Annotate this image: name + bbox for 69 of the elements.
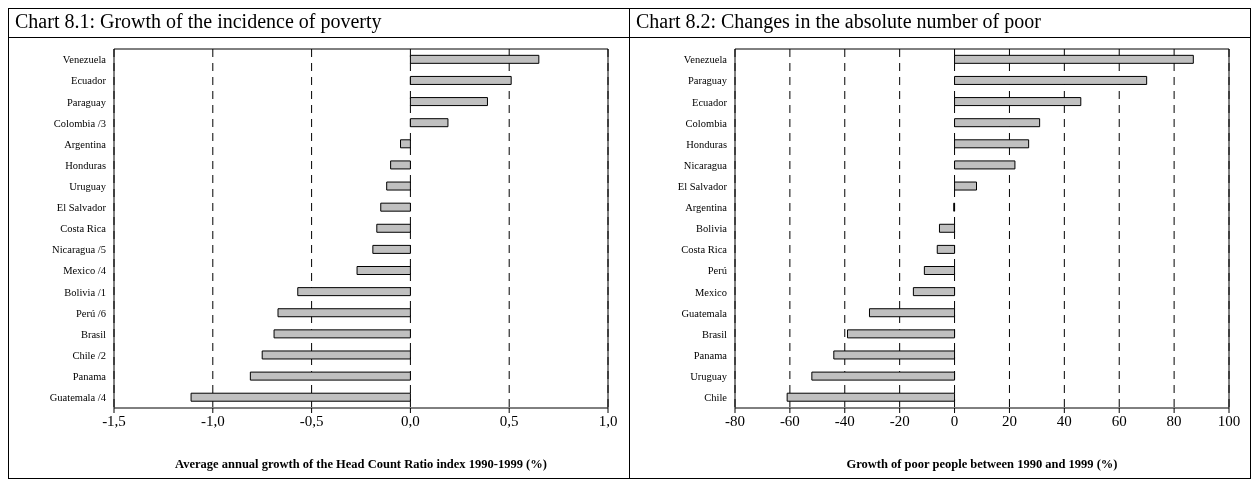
bar [297,287,411,297]
x-axis-title: Average annual growth of the Head Count Ratio index 1990-1999 (%) [175,457,547,471]
bar [954,160,1016,170]
x-tick-label: -20 [889,412,910,429]
bar [380,202,411,212]
y-tick-label: Brasil [80,328,107,340]
y-tick-label: Costa Rica [60,223,107,235]
x-tick-label: 40 [1056,412,1072,429]
bar [409,75,512,85]
y-tick-label: Perú [707,265,728,277]
y-tick-label: El Salvador [677,180,728,192]
y-tick-label: Chile [704,392,728,404]
y-tick-label: Colombia [685,117,728,129]
y-tick-label: Uruguay [69,180,107,192]
y-tick-label: Costa Rica [681,244,728,256]
x-tick-label: -0,5 [299,412,324,429]
bar [811,371,956,381]
y-tick-label: Paraguay [687,75,728,87]
y-tick-label: Brasil [701,328,728,340]
x-tick-label: -40 [834,412,855,429]
y-tick-label: Venezuela [62,54,107,66]
bar [409,118,449,128]
y-tick-label: El Salvador [56,202,107,214]
x-tick-label: -60 [779,412,800,429]
y-tick-label: Ecuador [71,75,107,87]
bar [912,287,956,297]
y-tick-label: Honduras [686,138,727,150]
y-tick-label: Panama [693,349,728,361]
y-tick-label: Colombia /3 [53,117,106,129]
y-tick-label: Venezuela [683,54,728,66]
y-tick-label: Nicaragua [683,159,728,171]
bar [954,75,1148,85]
x-tick-label: 0,5 [499,412,519,429]
y-tick-label: Uruguay [690,371,728,383]
y-tick-label: Paraguay [66,96,107,108]
bar [936,244,956,254]
x-tick-label: 20 [1001,412,1017,429]
y-tick-label: Nicaragua /5 [52,244,106,256]
y-tick-label: Bolivia [696,223,728,235]
y-tick-label: Perú /6 [75,307,106,319]
y-tick-label: Honduras [65,159,106,171]
bar [372,244,411,254]
y-tick-label: Panama [72,371,107,383]
x-axis-title: Growth of poor people between 1990 and 1999 (%) [846,457,1118,471]
x-tick-label: 0 [950,412,959,429]
bar [390,160,411,170]
x-tick-label: 1,0 [598,412,618,429]
bar [249,371,411,381]
y-tick-label: Argentina [64,138,107,150]
x-tick-label: 80 [1166,412,1182,429]
bar [273,329,411,339]
x-tick-label: 60 [1111,412,1127,429]
x-tick-label: -80 [725,412,745,429]
y-tick-label: Ecuador [692,96,728,108]
y-tick-label: Chile /2 [72,349,106,361]
bar [954,118,1041,128]
x-tick-label: -1,0 [200,412,225,429]
y-tick-label: Guatemala [681,307,728,319]
y-tick-label: Guatemala /4 [49,392,107,404]
y-tick-label: Bolivia /1 [64,286,106,298]
y-tick-label: Argentina [685,202,728,214]
y-tick-label: Mexico /4 [63,265,107,277]
chart-title: Chart 8.1: Growth of the incidence of poverty [9,9,629,38]
x-tick-label: 0,0 [401,412,420,429]
x-tick-label: 100 [1217,412,1241,429]
y-tick-label: Mexico [694,286,727,298]
bar [847,329,956,339]
x-tick-label: -1,5 [102,412,126,429]
chart-title: Chart 8.2: Changes in the absolute number of poor [630,9,1250,38]
